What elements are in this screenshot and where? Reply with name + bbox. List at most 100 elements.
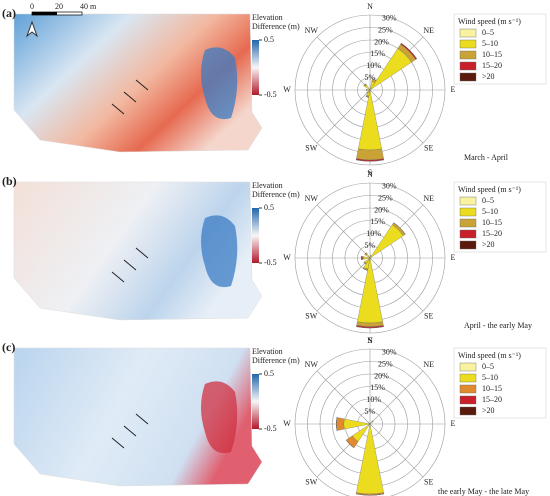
legend-swatch xyxy=(459,395,477,405)
legend-swatch xyxy=(459,61,477,71)
rose-segment xyxy=(345,439,355,449)
radial-tick-label: 20% xyxy=(374,205,389,214)
legend-label: 0–5 xyxy=(482,362,494,371)
legend-label: 10–15 xyxy=(482,50,502,59)
legend-label: >20 xyxy=(482,240,495,249)
rose-segment xyxy=(401,43,417,59)
map-marker xyxy=(135,413,149,425)
colorbar-tick-label: -0.5 xyxy=(264,90,277,99)
colorbar-title: Elevation xyxy=(252,181,283,190)
colorbar-tick-label: 0.5 xyxy=(264,35,274,44)
map-marker xyxy=(111,103,125,115)
legend-swatch xyxy=(459,72,477,82)
direction-label: E xyxy=(451,253,456,262)
direction-label: W xyxy=(283,85,291,94)
legend-label: 10–15 xyxy=(482,218,502,227)
caption: April - the early May xyxy=(464,321,532,330)
spoke xyxy=(316,370,371,425)
rose-segment xyxy=(336,417,338,431)
spoke xyxy=(369,423,424,478)
rose-segment xyxy=(363,83,366,86)
map-marker xyxy=(111,437,125,449)
spoke xyxy=(369,370,424,425)
legend-label: 5–10 xyxy=(482,373,498,382)
direction-label: N xyxy=(367,336,373,345)
direction-label: N xyxy=(367,170,373,179)
direction-label: SE xyxy=(424,478,433,487)
radial-tick-label: 15% xyxy=(370,49,385,58)
colorbar-title: Difference (m) xyxy=(252,190,300,199)
rose-segment xyxy=(366,89,369,91)
spoke xyxy=(369,257,424,312)
colorbar-tick-label: -0.5 xyxy=(264,424,277,433)
colorbar-tick-label: 0.5 xyxy=(264,203,274,212)
radial-tick-label: 20% xyxy=(374,37,389,46)
direction-label: SW xyxy=(305,312,317,321)
legend-swatch xyxy=(459,229,477,239)
rose-segment xyxy=(393,222,406,235)
caption: the early May - the late May xyxy=(438,487,529,496)
direction-label: S xyxy=(368,336,372,345)
colorbar-title: Difference (m) xyxy=(252,356,300,365)
direction-label: W xyxy=(283,419,291,428)
colorbar-title: Difference (m) xyxy=(252,22,300,31)
map-area xyxy=(13,347,263,487)
radial-tick-label: 20% xyxy=(374,371,389,380)
legend-title: Wind speed (m s⁻¹) xyxy=(458,17,521,26)
map-marker xyxy=(111,271,125,283)
legend-swatch xyxy=(459,240,477,250)
panel-label: (c) xyxy=(2,340,15,354)
legend-box xyxy=(453,181,547,253)
legend-label: 15–20 xyxy=(482,395,502,404)
legend-title: Wind speed (m s⁻¹) xyxy=(458,351,521,360)
rose-segment xyxy=(363,256,369,260)
colorbar xyxy=(252,40,259,95)
colorbar-title: Elevation xyxy=(252,347,283,356)
spoke xyxy=(316,257,371,312)
legend-swatch xyxy=(459,362,477,372)
legend-swatch xyxy=(459,50,477,60)
caption: March - April xyxy=(464,153,509,162)
rose-segment xyxy=(336,417,345,431)
legend-label: 5–10 xyxy=(482,207,498,216)
spoke xyxy=(316,36,371,91)
rose-segment xyxy=(372,78,377,81)
radial-tick-label: 25% xyxy=(378,193,393,202)
colorbar xyxy=(252,374,259,429)
rose-segment xyxy=(356,493,384,496)
spoke xyxy=(316,204,371,259)
spoke xyxy=(316,89,371,144)
direction-label: W xyxy=(283,253,291,262)
direction-label: NE xyxy=(423,26,434,35)
direction-label: E xyxy=(451,419,456,428)
spoke xyxy=(369,89,424,144)
direction-label: NW xyxy=(305,194,319,203)
direction-label: NW xyxy=(305,26,319,35)
radial-tick-label: 25% xyxy=(378,359,393,368)
panel-label: (b) xyxy=(2,174,17,188)
direction-label: SW xyxy=(305,478,317,487)
legend-label: 0–5 xyxy=(482,196,494,205)
legend-swatch xyxy=(459,39,477,49)
direction-label: NW xyxy=(305,360,319,369)
legend-swatch xyxy=(459,28,477,38)
legend-label: >20 xyxy=(482,72,495,81)
map-marker xyxy=(135,247,149,259)
direction-label: NE xyxy=(423,360,434,369)
map-blob xyxy=(201,215,238,288)
legend-label: >20 xyxy=(482,406,495,415)
rose-segment xyxy=(358,92,382,151)
rose-segment xyxy=(356,148,384,161)
map-marker xyxy=(123,91,137,103)
scale-label: 40 m xyxy=(80,2,97,11)
map-marker xyxy=(123,425,137,437)
map-area xyxy=(13,13,263,153)
panel-label: (a) xyxy=(2,6,16,20)
direction-label: SW xyxy=(305,144,317,153)
radial-tick-label: 25% xyxy=(378,25,393,34)
direction-label: SE xyxy=(424,312,433,321)
map-marker xyxy=(135,79,149,91)
rose-segment xyxy=(357,260,383,324)
map-area xyxy=(13,181,263,321)
